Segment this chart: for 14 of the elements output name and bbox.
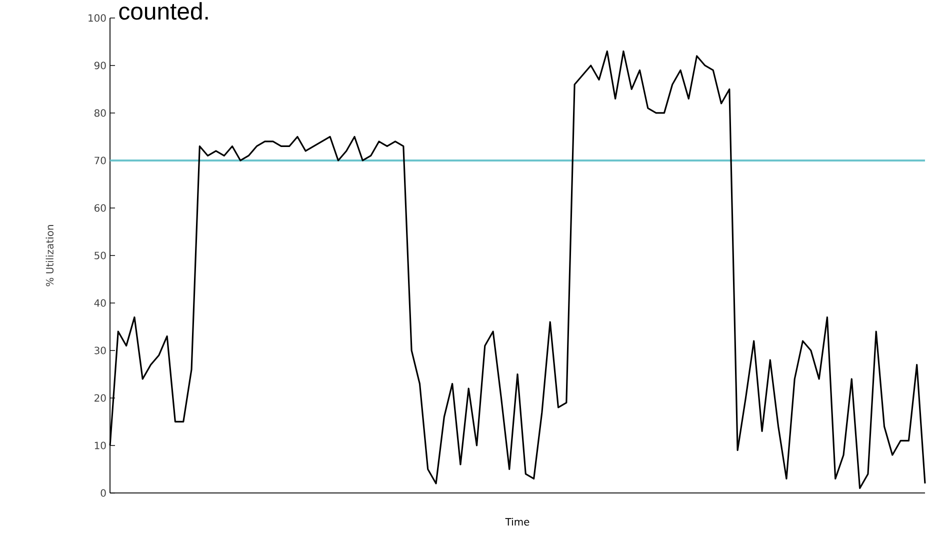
y-tick-label: 70 <box>94 156 106 164</box>
y-tick-label: 30 <box>94 346 106 354</box>
y-tick-label: 100 <box>88 14 106 22</box>
x-axis-title: Time <box>505 518 530 526</box>
y-tick-label: 90 <box>94 62 106 70</box>
y-tick-label: 20 <box>94 394 106 402</box>
annotation: counted. <box>119 2 208 20</box>
y-tick-label: 40 <box>94 299 106 307</box>
y-tick-label: 10 <box>94 442 106 450</box>
y-tick-label: 60 <box>94 204 106 212</box>
y-tick-label: 80 <box>94 109 106 117</box>
y-axis-title: % Utilization <box>46 225 54 286</box>
y-tick-label: 0 <box>100 489 106 497</box>
y-tick-label: 50 <box>94 252 106 260</box>
